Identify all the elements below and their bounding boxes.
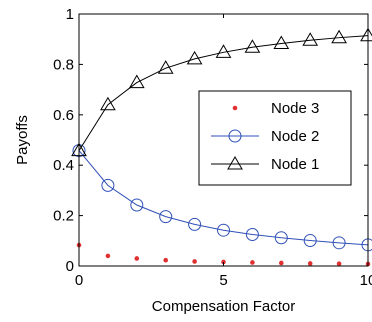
data-point [332,236,346,250]
data-point [217,223,230,237]
series-layer [71,27,372,267]
data-point [159,210,173,224]
data-point [302,32,319,46]
data-point [134,256,140,261]
series-node-1 [71,27,372,157]
data-point [188,217,202,231]
series-node-3 [76,242,371,267]
legend: Node 3 Node 2 Node 1 [198,90,352,186]
data-point [250,260,255,265]
data-point [274,231,288,245]
legend-label: Node 2 [271,128,319,145]
data-point [192,259,197,264]
data-point [245,228,259,241]
legend-item: Node 2 [211,128,319,145]
data-point [307,261,313,266]
legend-item: Node 3 [232,100,319,117]
data-point [105,253,111,259]
series-line-2 [78,150,369,246]
y-tick-label-0.4: 0.4 [53,157,74,174]
legend-marker [227,156,243,170]
data-point [215,44,232,58]
legend-marker [228,129,242,143]
legend-label: Node 3 [271,100,319,117]
y-tick-label-0: 0 [66,258,74,275]
y-tick-label-0.2: 0.2 [53,208,74,225]
ticks-layer: 0 5 10 0 0.2 0.4 0.6 0.8 1 [53,6,372,289]
data-point [360,27,372,42]
data-point [244,39,261,53]
data-point [336,261,342,267]
x-axis-label: Compensation Factor [152,298,295,315]
data-point [163,257,168,263]
data-point [303,234,317,248]
data-point [221,259,226,265]
y-tick-label-1: 1 [66,6,74,23]
data-point [331,29,347,44]
data-point [157,60,174,74]
legend-box [198,90,352,186]
data-point [128,74,145,89]
x-tick-label-10: 10 [360,272,372,289]
y-tick-label-0.6: 0.6 [53,107,74,124]
data-point [186,50,203,65]
legend-marker [232,105,238,111]
y-tick-label-0.8: 0.8 [53,56,74,73]
legend-item: Node 1 [211,156,319,173]
data-point [100,96,116,111]
data-point [101,178,115,192]
data-point [130,198,144,212]
x-tick-label-0: 0 [75,272,83,289]
y-axis-label: Payoffs [14,115,31,165]
data-point [273,35,290,50]
legend-label: Node 1 [271,156,319,173]
x-tick-label-5: 5 [219,272,227,289]
data-point [279,260,284,266]
series-line-3 [78,35,369,151]
